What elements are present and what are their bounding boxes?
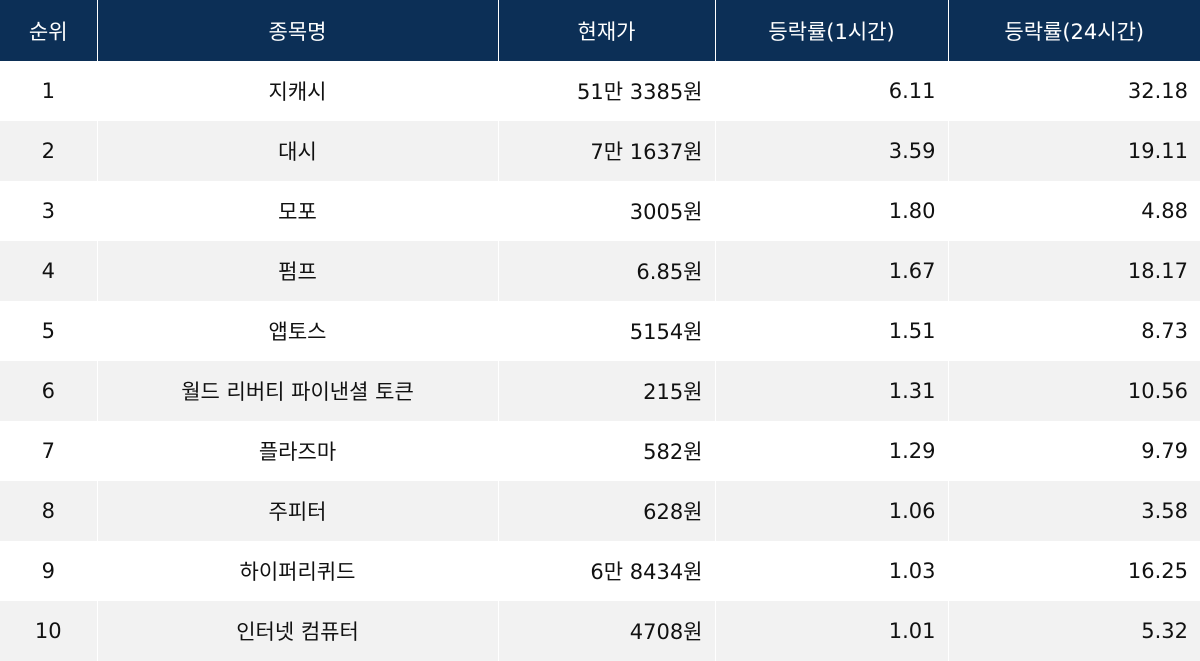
header-cell: 등락률(24시간)	[947, 0, 1200, 61]
table-cell: 1.03	[714, 541, 948, 601]
table-row: 5 앱토스 5154원 1.51 8.73	[0, 301, 1200, 361]
table-row: 6 월드 리버티 파이낸셜 토큰 215원 1.31 10.56	[0, 361, 1200, 421]
table-cell: 플라즈마	[96, 421, 498, 481]
table-cell: 4.88	[947, 181, 1200, 241]
header-cell: 종목명	[96, 0, 498, 61]
table-cell: 6	[0, 361, 97, 421]
table-cell: 3.58	[947, 481, 1200, 541]
table-cell: 1.51	[714, 301, 948, 361]
table-cell: 51만 3385원	[497, 61, 715, 121]
table-row: 1 지캐시 51만 3385원 6.11 32.18	[0, 61, 1200, 121]
table-cell: 8	[0, 481, 97, 541]
table-cell: 5154원	[497, 301, 715, 361]
table-cell: 1.29	[714, 421, 948, 481]
table-cell: 9.79	[947, 421, 1200, 481]
table-cell: 1	[41, 79, 55, 103]
table-row: 8 주피터 628원 1.06 3.58	[0, 481, 1200, 541]
table-cell: 펌프	[96, 241, 498, 301]
table-row: 3 모포 3005원 1.80 4.88	[0, 181, 1200, 241]
table-cell: 5.32	[947, 601, 1200, 661]
table-cell: 하이퍼리퀴드	[96, 541, 498, 601]
table-header: 순위 종목명 현재가 등락률(1시간) 등락률(24시간)	[0, 0, 1200, 61]
table-cell: 215원	[497, 361, 715, 421]
table-cell: 주피터	[96, 481, 498, 541]
table-cell: 6.85원	[497, 241, 715, 301]
table-cell: 월드 리버티 파이낸셜 토큰	[96, 361, 498, 421]
table-cell: 582원	[497, 421, 715, 481]
table-cell: 5	[41, 319, 55, 343]
table-cell: 모포	[96, 181, 498, 241]
table-cell: 6만 8434원	[497, 541, 715, 601]
header-row: 순위 종목명 현재가 등락률(1시간) 등락률(24시간)	[0, 0, 1200, 61]
table-cell: 6.11	[714, 61, 948, 121]
table-row: 9 하이퍼리퀴드 6만 8434원 1.03 16.25	[0, 541, 1200, 601]
table-cell: 4	[0, 241, 97, 301]
table-cell: 1.67	[714, 241, 948, 301]
table-cell: 앱토스	[96, 301, 498, 361]
table-cell: 7만 1637원	[497, 121, 715, 181]
table-cell: 4708원	[497, 601, 715, 661]
table-cell: 1.80	[714, 181, 948, 241]
table-cell: 7	[41, 439, 55, 463]
table-body: 1 지캐시 51만 3385원 6.11 32.18 2 대시 7만 1637원 3.59 19.…	[0, 61, 1200, 661]
table-row: 4 펌프 6.85원 1.67 18.17	[0, 241, 1200, 301]
header-cell: 현재가	[497, 0, 715, 61]
table-cell: 10.56	[947, 361, 1200, 421]
table-cell: 16.25	[947, 541, 1200, 601]
table-cell: 1.01	[714, 601, 948, 661]
table-cell: 2	[0, 121, 97, 181]
table-cell: 1.06	[714, 481, 948, 541]
table-row: 10 인터넷 컴퓨터 4708원 1.01 5.32	[0, 601, 1200, 661]
table-cell: 8.73	[947, 301, 1200, 361]
table-cell: 3005원	[497, 181, 715, 241]
table-row: 2 대시 7만 1637원 3.59 19.11	[0, 121, 1200, 181]
header-cell: 순위	[0, 0, 97, 61]
table-cell: 19.11	[947, 121, 1200, 181]
table-cell: 3.59	[714, 121, 948, 181]
table-cell: 1.31	[714, 361, 948, 421]
table-cell: 인터넷 컴퓨터	[96, 601, 498, 661]
table-cell: 대시	[96, 121, 498, 181]
header-cell: 등락률(1시간)	[714, 0, 948, 61]
table-cell: 3	[41, 199, 55, 223]
table-cell: 9	[41, 559, 55, 583]
table-cell: 지캐시	[96, 61, 498, 121]
table-cell: 10	[0, 601, 97, 661]
table-cell: 628원	[497, 481, 715, 541]
table-cell: 32.18	[947, 61, 1200, 121]
table-row: 7 플라즈마 582원 1.29 9.79	[0, 421, 1200, 481]
table-cell: 18.17	[947, 241, 1200, 301]
